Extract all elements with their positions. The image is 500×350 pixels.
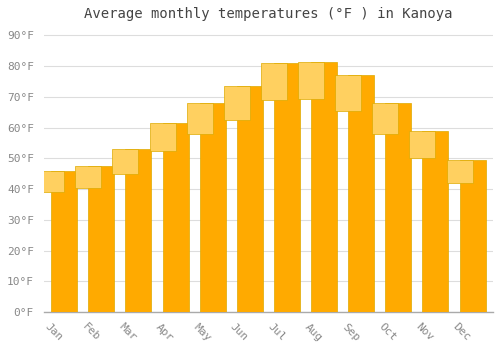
Bar [162, 123, 188, 312]
Bar [88, 166, 114, 312]
Bar [237, 86, 263, 312]
Bar [150, 123, 176, 151]
Bar [348, 75, 374, 312]
Bar [261, 63, 287, 100]
Bar [311, 62, 337, 312]
Bar [200, 103, 226, 312]
Bar [422, 131, 448, 312]
Bar [75, 166, 101, 188]
Bar [38, 171, 64, 192]
Bar [298, 62, 324, 99]
Bar [335, 75, 361, 111]
Bar [224, 86, 250, 120]
Bar [51, 171, 77, 312]
Bar [386, 103, 411, 312]
Title: Average monthly temperatures (°F ) in Kanoya: Average monthly temperatures (°F ) in Ka… [84, 7, 452, 21]
Bar [186, 103, 212, 134]
Bar [372, 103, 398, 134]
Bar [446, 160, 472, 183]
Bar [126, 149, 152, 312]
Bar [112, 149, 138, 174]
Bar [410, 131, 436, 158]
Bar [460, 160, 485, 312]
Bar [274, 63, 300, 312]
